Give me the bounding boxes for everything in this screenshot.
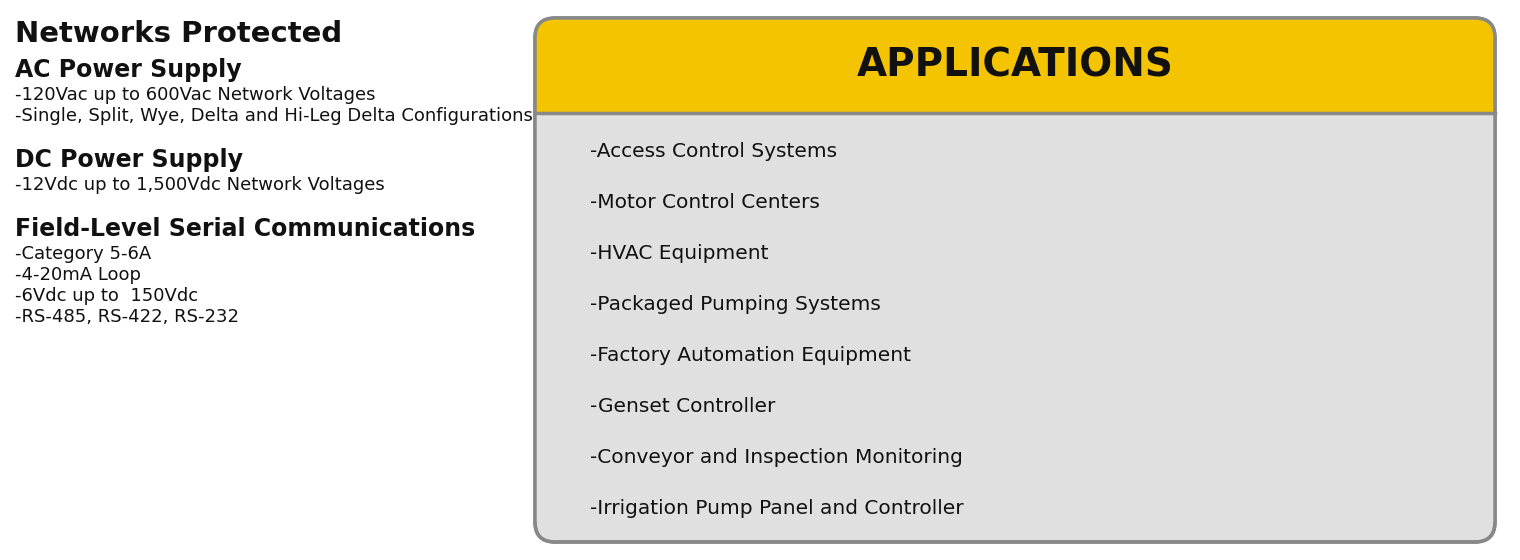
Text: AC Power Supply: AC Power Supply: [15, 58, 242, 82]
Text: -6Vdc up to  150Vdc: -6Vdc up to 150Vdc: [15, 287, 198, 305]
Bar: [535, 66, 1496, 113]
Text: Networks Protected: Networks Protected: [15, 20, 342, 48]
Text: -Single, Split, Wye, Delta and Hi-Leg Delta Configurations: -Single, Split, Wye, Delta and Hi-Leg De…: [15, 107, 534, 125]
Text: -RS-485, RS-422, RS-232: -RS-485, RS-422, RS-232: [15, 308, 239, 326]
Text: Field-Level Serial Communications: Field-Level Serial Communications: [15, 217, 476, 241]
Text: -120Vac up to 600Vac Network Voltages: -120Vac up to 600Vac Network Voltages: [15, 86, 375, 104]
FancyBboxPatch shape: [535, 18, 1496, 542]
Text: -4-20mA Loop: -4-20mA Loop: [15, 266, 141, 284]
FancyBboxPatch shape: [535, 18, 1496, 113]
Text: -Genset Controller: -Genset Controller: [590, 397, 775, 416]
Text: -Irrigation Pump Panel and Controller: -Irrigation Pump Panel and Controller: [590, 500, 964, 519]
Bar: [535, 113, 1496, 522]
Text: -HVAC Equipment: -HVAC Equipment: [590, 244, 769, 263]
Text: -Access Control Systems: -Access Control Systems: [590, 142, 838, 161]
Text: -Category 5-6A: -Category 5-6A: [15, 245, 152, 263]
Text: -12Vdc up to 1,500Vdc Network Voltages: -12Vdc up to 1,500Vdc Network Voltages: [15, 176, 385, 194]
Text: -Factory Automation Equipment: -Factory Automation Equipment: [590, 346, 910, 365]
Text: APPLICATIONS: APPLICATIONS: [857, 46, 1173, 85]
Text: -Conveyor and Inspection Monitoring: -Conveyor and Inspection Monitoring: [590, 449, 962, 468]
Text: DC Power Supply: DC Power Supply: [15, 148, 243, 172]
Text: -Packaged Pumping Systems: -Packaged Pumping Systems: [590, 295, 882, 314]
Text: -Motor Control Centers: -Motor Control Centers: [590, 193, 819, 212]
